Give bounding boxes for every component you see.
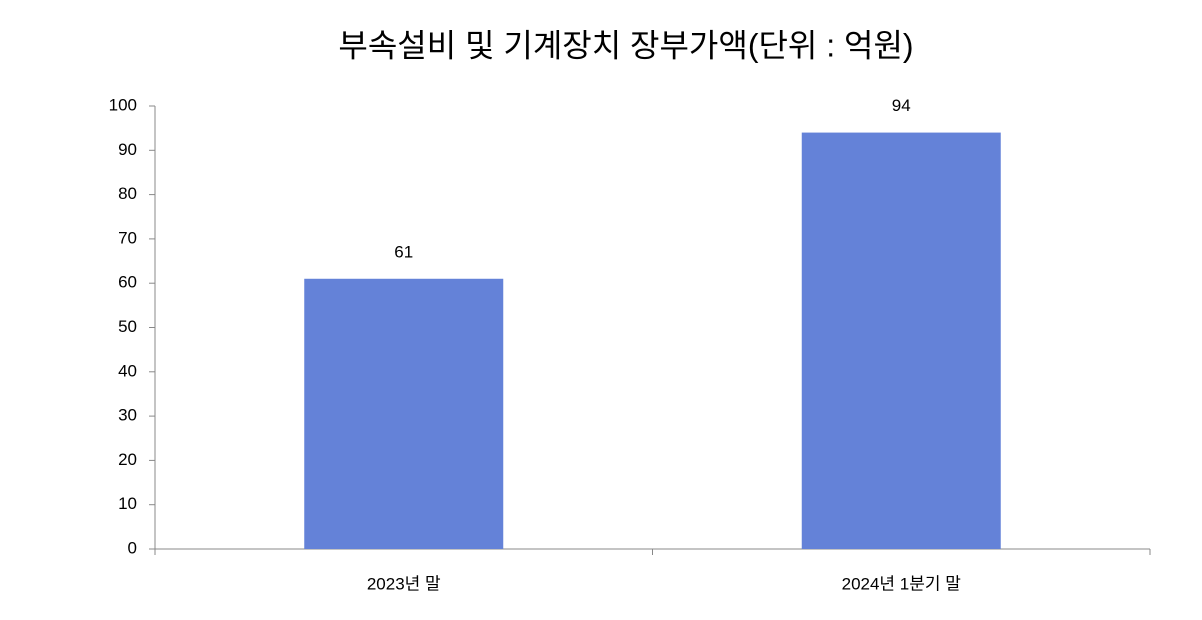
y-tick-label: 100 [109,95,137,114]
data-label: 61 [394,242,413,261]
bar [304,278,504,549]
y-tick-label: 50 [118,317,137,336]
y-tick-label: 40 [118,361,137,380]
y-tick-label: 80 [118,184,137,203]
data-label: 94 [892,96,911,115]
y-tick-label: 30 [118,406,137,425]
y-tick-label: 90 [118,140,137,159]
y-tick-label: 70 [118,228,137,247]
bar [801,132,1001,549]
chart-title: 부속설비 및 기계장치 장부가액(단위 : 억원) [338,27,913,63]
x-tick-label: 2023년 말 [367,574,441,593]
x-tick-label: 2024년 1분기 말 [842,574,962,593]
y-tick-label: 60 [118,273,137,292]
y-tick-label: 20 [118,450,137,469]
y-tick-label: 0 [128,538,137,557]
y-tick-label: 10 [118,494,137,513]
